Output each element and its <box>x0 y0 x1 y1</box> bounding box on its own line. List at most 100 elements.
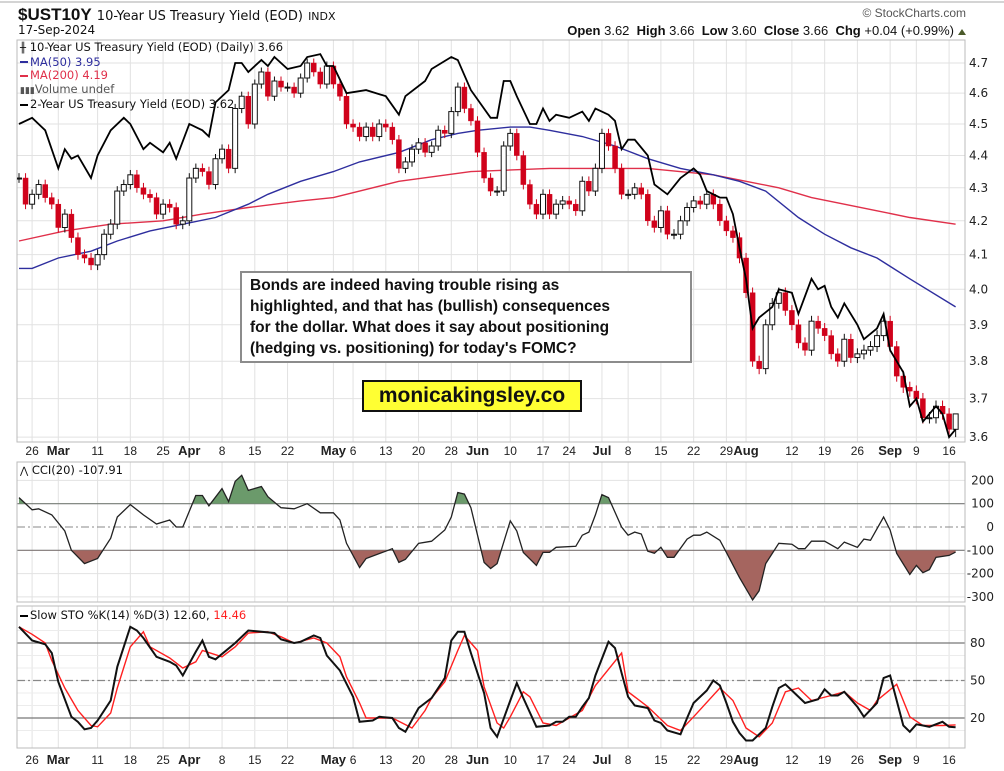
panel-frame <box>16 461 966 603</box>
x-tick-label: 25 <box>156 753 170 767</box>
x-tick-label: 20 <box>412 753 426 767</box>
x-tick-label: 26 <box>25 753 39 767</box>
candle-body <box>808 320 815 351</box>
y-tick-label: 4.3 <box>969 181 988 195</box>
candle-body <box>848 338 854 358</box>
x-tick-label: Mar <box>47 752 70 767</box>
grid <box>17 40 965 748</box>
x-tick-label: 24 <box>563 753 577 767</box>
cci-tick-label: 200 <box>971 473 994 487</box>
sto-panel <box>18 625 956 742</box>
candle-body <box>586 181 592 192</box>
candle-body <box>389 126 396 140</box>
up-triangle-icon <box>958 28 966 35</box>
candle-body <box>337 83 343 97</box>
candle-body <box>854 353 861 359</box>
cci-panel <box>18 474 956 602</box>
cci-tick-label: 100 <box>971 497 994 511</box>
candle-body <box>874 335 881 348</box>
candle-body <box>579 180 586 212</box>
x-tick-label: 10 <box>504 753 518 767</box>
candle-body <box>598 132 605 169</box>
candle-body <box>68 213 75 238</box>
x-tick-label: 16 <box>942 753 956 767</box>
sto-k-line <box>18 625 956 742</box>
candle-body <box>225 148 232 169</box>
candle-body <box>638 187 644 195</box>
candle-body <box>487 177 494 192</box>
candle-body <box>232 108 239 169</box>
x-tick-label: 11 <box>91 444 104 458</box>
high-label: High <box>636 23 666 38</box>
open-value: 3.62 <box>604 23 630 38</box>
x-tick-label: 29 <box>720 753 734 767</box>
exchange: INDX <box>308 10 336 23</box>
candle-body <box>323 65 330 85</box>
sto-label: Slow STO %K(14) %D(3) 12.60, <box>30 608 210 622</box>
x-tick-label: 12 <box>785 444 799 458</box>
candle-body <box>769 302 776 326</box>
instrument-name: 10-Year US Treasury Yield (EOD) <box>96 9 303 24</box>
cci-legend: ⋀ CCI(20) -107.91 <box>20 463 123 479</box>
legend-ma200-label: MA(200) 4.19 <box>30 68 108 82</box>
x-tick-label: 6 <box>350 444 357 458</box>
candle-body <box>605 133 612 147</box>
legend-price: ╫ 10-Year US Treasury Yield (EOD) (Daily… <box>20 40 283 56</box>
candle-body <box>29 193 36 205</box>
candle-body <box>245 95 251 125</box>
candle-body <box>238 95 245 110</box>
x-tick-label: 22 <box>281 753 295 767</box>
ma50-swatch <box>20 61 28 63</box>
candle-body <box>926 417 933 420</box>
panel-frame <box>16 605 966 749</box>
candle-body <box>369 126 376 137</box>
candle-body <box>383 123 389 128</box>
cci-tick-label: -200 <box>967 567 994 581</box>
candle-body <box>507 132 514 147</box>
legend-ma200: MA(200) 4.19 <box>20 68 283 83</box>
cci-oversold-fill <box>19 550 956 600</box>
x-tick-label: 24 <box>563 444 577 458</box>
candle-body <box>867 346 874 351</box>
ma200-swatch <box>20 74 28 77</box>
x-tick-label: 26 <box>851 444 865 458</box>
candle-body <box>671 233 677 236</box>
open-label: Open <box>567 23 601 38</box>
cci-overbought-fill <box>19 475 956 504</box>
x-tick-label: 29 <box>720 444 734 458</box>
x-tick-label: 22 <box>687 444 701 458</box>
annotation-line: highlighted, and that has (bullish) cons… <box>250 298 610 315</box>
candle-body <box>566 200 572 205</box>
candle-body <box>631 187 638 195</box>
annotation-line: (hedging vs. positioning) for today's FO… <box>250 340 577 357</box>
candle-body <box>789 310 795 326</box>
candle-body <box>402 161 409 169</box>
x-tick-label: 26 <box>25 444 39 458</box>
candle-body <box>782 292 789 311</box>
sto-d-value: 14.46 <box>213 608 247 622</box>
panel-frame <box>16 39 966 443</box>
legend-volume-label: Volume undef <box>34 81 115 96</box>
candle-body <box>114 190 121 225</box>
candle-body <box>219 148 226 160</box>
x-tick-label: 19 <box>818 444 832 458</box>
candle-body <box>730 230 736 238</box>
x-tick-label: 22 <box>281 444 295 458</box>
candle-body <box>396 139 402 169</box>
x-tick-label: 15 <box>654 444 668 458</box>
candle-body <box>612 145 618 169</box>
candle-body <box>192 167 199 179</box>
sto-legend: Slow STO %K(14) %D(3) 12.60, 14.46 <box>20 608 247 623</box>
x-tick-label: 8 <box>219 753 226 767</box>
candle-body <box>153 197 160 215</box>
cci-line <box>18 474 956 602</box>
candle-body <box>546 194 553 215</box>
candle-body <box>140 187 147 195</box>
candle-body <box>251 83 258 125</box>
candle-body <box>356 126 363 137</box>
x-tick-label: 15 <box>654 753 668 767</box>
x-tick-label: 19 <box>818 753 832 767</box>
x-tick-label: Jul <box>593 752 612 767</box>
